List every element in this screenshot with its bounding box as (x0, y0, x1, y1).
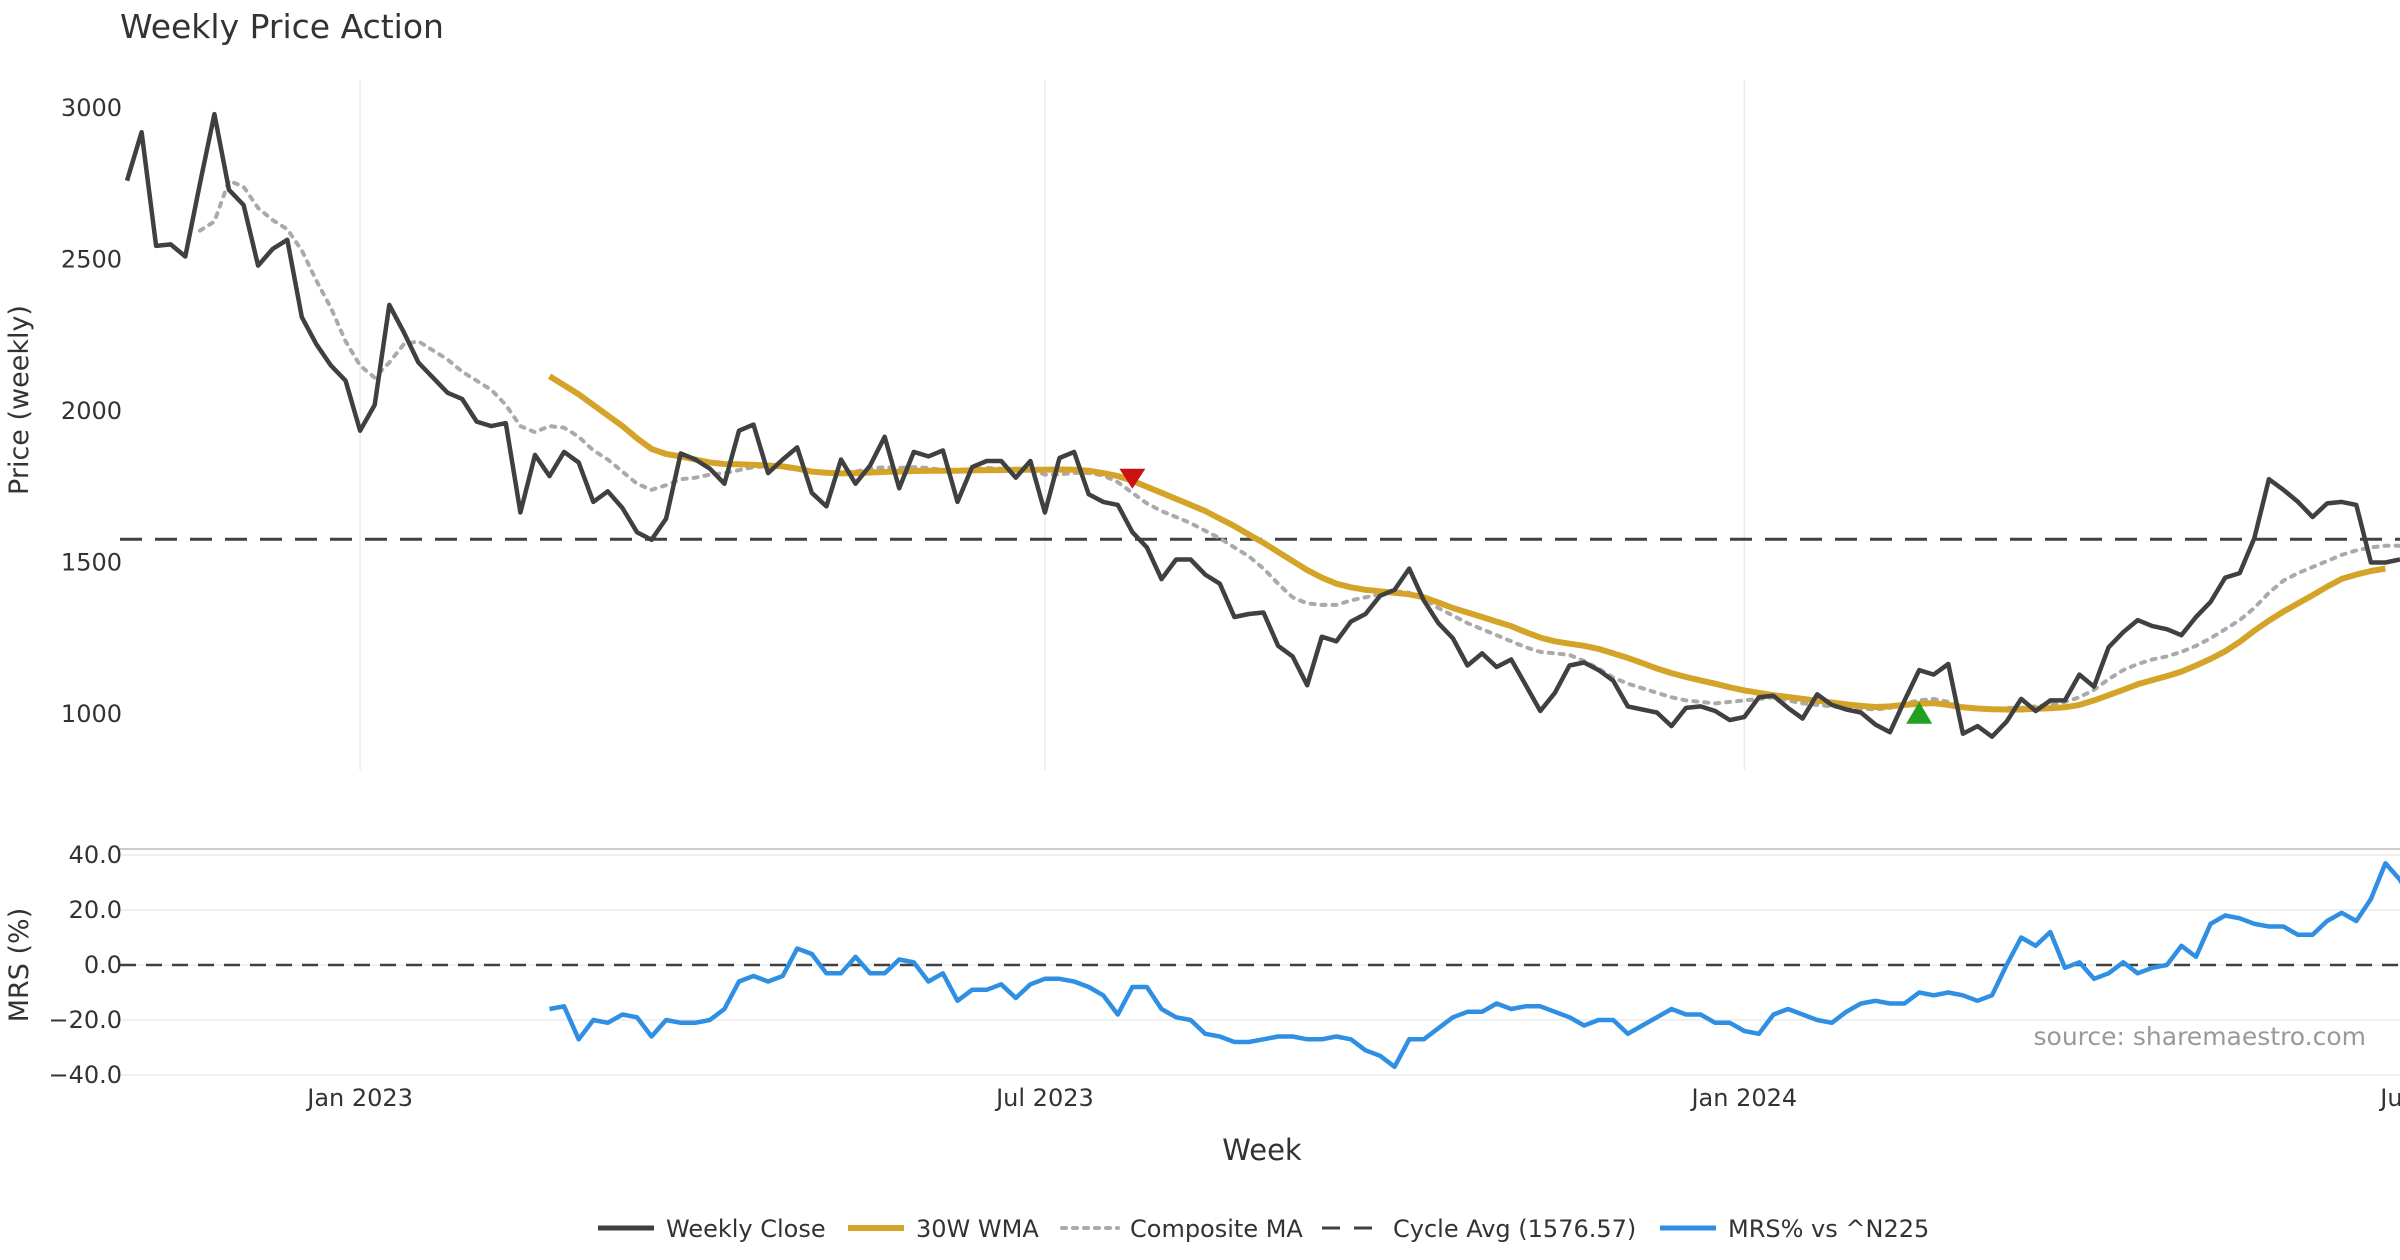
legend-composite-ma[interactable]: Composite MA (1060, 1215, 1303, 1243)
mrs-y-ticks: 40.0 20.0 0.0 −20.0 −40.0 (48, 841, 122, 1089)
legend-mrs[interactable]: MRS% vs ^N225 (1660, 1215, 1929, 1243)
price-gridlines (359, 80, 1746, 770)
mrs-panel: 40.0 20.0 0.0 −20.0 −40.0 MRS (%) source: sh… (4, 841, 2400, 1089)
mrs-y-tick-label: 0.0 (84, 951, 122, 979)
mrs-y-tick-label: −20.0 (48, 1006, 122, 1034)
price-y-axis-label: Price (weekly) (4, 305, 35, 495)
source-note: source: sharemaestro.com (2034, 1022, 2367, 1051)
x-tick-label: Jul 2023 (994, 1084, 1094, 1112)
mrs-y-axis-label: MRS (%) (4, 908, 35, 1023)
legend: Weekly Close 30W WMA Composite MA Cycle … (598, 1215, 1929, 1243)
price-y-ticks: 1000 1500 2000 2500 3000 (61, 94, 122, 728)
price-panel: 1000 1500 2000 2500 3000 Price (weekly) (4, 80, 2400, 770)
price-y-tick-label: 2000 (61, 397, 122, 425)
sell-signal-marker (1119, 468, 1146, 489)
legend-cycle-avg[interactable]: Cycle Avg (1576.57) (1322, 1215, 1636, 1243)
legend-weekly-close[interactable]: Weekly Close (598, 1215, 826, 1243)
legend-wma[interactable]: 30W WMA (848, 1215, 1039, 1243)
price-y-tick-label: 3000 (61, 94, 122, 122)
x-tick-label: Jan 2023 (305, 1084, 413, 1112)
mrs-y-tick-label: 40.0 (69, 841, 122, 869)
mrs-line (549, 861, 2400, 1070)
legend-composite-ma-label: Composite MA (1130, 1215, 1303, 1243)
legend-mrs-label: MRS% vs ^N225 (1728, 1215, 1929, 1243)
composite-ma-line (197, 178, 2400, 712)
weekly-close-line (124, 111, 2400, 739)
x-tick-label: Jan 2024 (1689, 1084, 1797, 1112)
mrs-y-tick-label: −40.0 (48, 1061, 122, 1089)
wma-30w-line (547, 373, 2386, 713)
legend-weekly-close-label: Weekly Close (666, 1215, 826, 1243)
x-tick-label: Jul 2024 (2378, 1084, 2400, 1112)
legend-cycle-avg-label: Cycle Avg (1576.57) (1393, 1215, 1636, 1243)
buy-signal-marker (1906, 701, 1933, 724)
price-y-tick-label: 1500 (61, 549, 122, 577)
chart-title: Weekly Price Action (120, 7, 444, 46)
price-y-tick-label: 1000 (61, 700, 122, 728)
legend-wma-label: 30W WMA (916, 1215, 1039, 1243)
mrs-y-tick-label: 20.0 (69, 896, 122, 924)
price-y-tick-label: 2500 (61, 246, 122, 274)
x-axis-label: Week (1222, 1133, 1302, 1167)
